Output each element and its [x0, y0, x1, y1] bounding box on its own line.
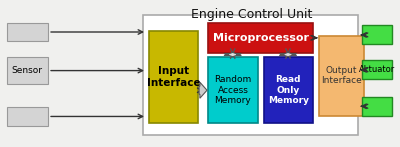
Bar	[264, 57, 313, 123]
Bar	[7, 57, 48, 84]
Text: Random
Access
Memory: Random Access Memory	[214, 75, 252, 105]
Text: Input
Interface: Input Interface	[147, 66, 200, 88]
Text: Microprocessor: Microprocessor	[212, 33, 308, 43]
Polygon shape	[224, 52, 241, 57]
Text: Sensor: Sensor	[12, 66, 43, 75]
Polygon shape	[279, 52, 297, 57]
Bar	[362, 25, 392, 44]
Bar	[149, 31, 198, 123]
Bar	[362, 97, 392, 116]
Bar	[143, 15, 358, 135]
Text: Engine Control Unit: Engine Control Unit	[191, 8, 312, 21]
Bar	[7, 107, 48, 126]
Text: Read
Only
Memory: Read Only Memory	[268, 75, 309, 105]
Bar	[208, 57, 258, 123]
Text: Aktuator: Aktuator	[359, 65, 395, 74]
Text: Output
Interface: Output Interface	[321, 66, 362, 85]
Bar	[208, 22, 313, 53]
Bar	[362, 60, 392, 79]
Bar	[7, 22, 48, 41]
Polygon shape	[199, 82, 207, 98]
Bar	[319, 36, 364, 116]
